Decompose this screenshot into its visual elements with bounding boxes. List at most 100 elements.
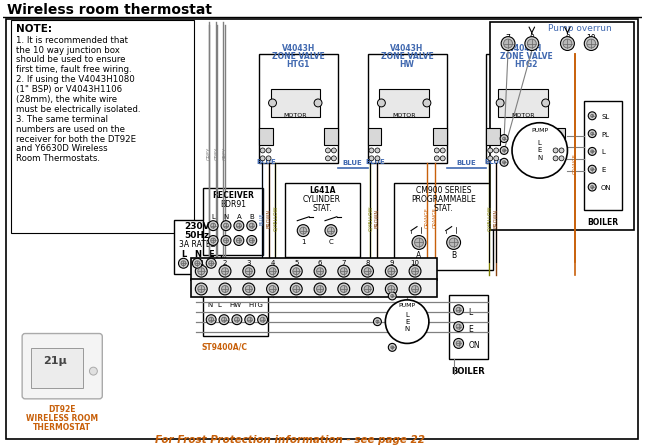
Circle shape	[269, 286, 276, 292]
Bar	[324, 128, 338, 145]
Text: N: N	[207, 302, 212, 308]
Text: B: B	[451, 251, 456, 261]
Circle shape	[179, 258, 188, 268]
Text: 2. If using the V4043H1080: 2. If using the V4043H1080	[16, 75, 135, 84]
Circle shape	[559, 156, 564, 161]
Text: V4043H: V4043H	[282, 44, 315, 54]
Circle shape	[391, 346, 393, 349]
Text: V4043H: V4043H	[390, 44, 424, 54]
Circle shape	[211, 223, 215, 228]
Text: MOTOR: MOTOR	[392, 113, 416, 118]
Text: BLUE: BLUE	[257, 159, 277, 165]
Circle shape	[587, 39, 595, 48]
Circle shape	[290, 265, 303, 277]
Text: BLUE: BLUE	[259, 212, 264, 225]
Circle shape	[198, 268, 204, 274]
Circle shape	[257, 315, 268, 325]
Text: receiver for both the DT92E: receiver for both the DT92E	[16, 135, 136, 143]
Circle shape	[388, 343, 396, 351]
Bar	[394, 183, 493, 270]
Circle shape	[591, 150, 593, 153]
Circle shape	[591, 132, 593, 135]
Circle shape	[314, 265, 326, 277]
Text: E: E	[405, 319, 410, 325]
Text: A: A	[237, 214, 241, 220]
Circle shape	[561, 37, 575, 51]
Circle shape	[441, 148, 445, 153]
Text: PUMP: PUMP	[531, 128, 548, 133]
Bar	[259, 128, 273, 145]
Circle shape	[500, 158, 508, 166]
Circle shape	[525, 37, 539, 51]
Circle shape	[332, 148, 336, 153]
Text: L: L	[405, 312, 409, 318]
Circle shape	[247, 236, 257, 245]
Circle shape	[221, 268, 228, 274]
Circle shape	[208, 236, 218, 245]
Bar	[368, 55, 447, 163]
Text: STAT.: STAT.	[434, 204, 453, 213]
Circle shape	[553, 148, 558, 153]
Circle shape	[328, 227, 334, 234]
Circle shape	[488, 156, 493, 161]
Text: C: C	[328, 239, 333, 245]
Circle shape	[219, 283, 231, 295]
Text: L641A: L641A	[309, 186, 335, 195]
Text: N: N	[537, 156, 542, 161]
Circle shape	[224, 223, 228, 228]
Circle shape	[502, 161, 506, 164]
Circle shape	[237, 238, 241, 243]
Circle shape	[293, 268, 300, 274]
Circle shape	[260, 148, 265, 153]
Circle shape	[453, 322, 464, 332]
Text: A: A	[417, 251, 422, 261]
Circle shape	[369, 156, 374, 161]
Text: PROGRAMMABLE: PROGRAMMABLE	[412, 195, 476, 204]
Circle shape	[391, 295, 393, 297]
Circle shape	[211, 238, 215, 243]
Circle shape	[297, 225, 309, 236]
Text: BDR91: BDR91	[220, 200, 246, 209]
Circle shape	[338, 265, 350, 277]
Circle shape	[553, 156, 558, 161]
Bar	[433, 128, 447, 145]
Circle shape	[412, 268, 419, 274]
Circle shape	[409, 283, 421, 295]
Text: L: L	[217, 302, 221, 308]
Circle shape	[434, 156, 439, 161]
Text: PL: PL	[601, 131, 609, 138]
Text: ST9400A/C: ST9400A/C	[201, 342, 247, 351]
Circle shape	[266, 148, 271, 153]
Text: CM900 SERIES: CM900 SERIES	[416, 186, 471, 195]
Text: RECEIVER: RECEIVER	[212, 191, 254, 200]
Circle shape	[195, 265, 207, 277]
Circle shape	[375, 148, 380, 153]
Circle shape	[300, 227, 306, 234]
Text: HTG2: HTG2	[514, 60, 537, 69]
Text: N: N	[194, 250, 201, 259]
Text: 3. The same terminal: 3. The same terminal	[16, 115, 108, 124]
Circle shape	[341, 286, 347, 292]
Bar	[368, 128, 381, 145]
Circle shape	[326, 156, 330, 161]
Circle shape	[195, 283, 207, 295]
Text: G/YELLOW: G/YELLOW	[487, 206, 491, 232]
Text: 10: 10	[586, 34, 596, 42]
Circle shape	[219, 315, 229, 325]
Text: SL: SL	[601, 114, 610, 120]
Text: E: E	[537, 148, 542, 153]
Circle shape	[181, 261, 186, 266]
Circle shape	[385, 300, 429, 343]
Text: E: E	[468, 325, 473, 333]
Circle shape	[234, 236, 244, 245]
Circle shape	[502, 149, 506, 152]
Text: CYLINDER: CYLINDER	[303, 195, 341, 204]
Text: STAT.: STAT.	[312, 204, 332, 213]
Text: N: N	[223, 214, 228, 220]
Circle shape	[247, 221, 257, 231]
Circle shape	[221, 286, 228, 292]
Text: GREY: GREY	[215, 147, 219, 160]
Text: numbers are used on the: numbers are used on the	[16, 125, 125, 134]
Text: 1. It is recommended that: 1. It is recommended that	[16, 36, 128, 45]
Circle shape	[584, 37, 598, 51]
